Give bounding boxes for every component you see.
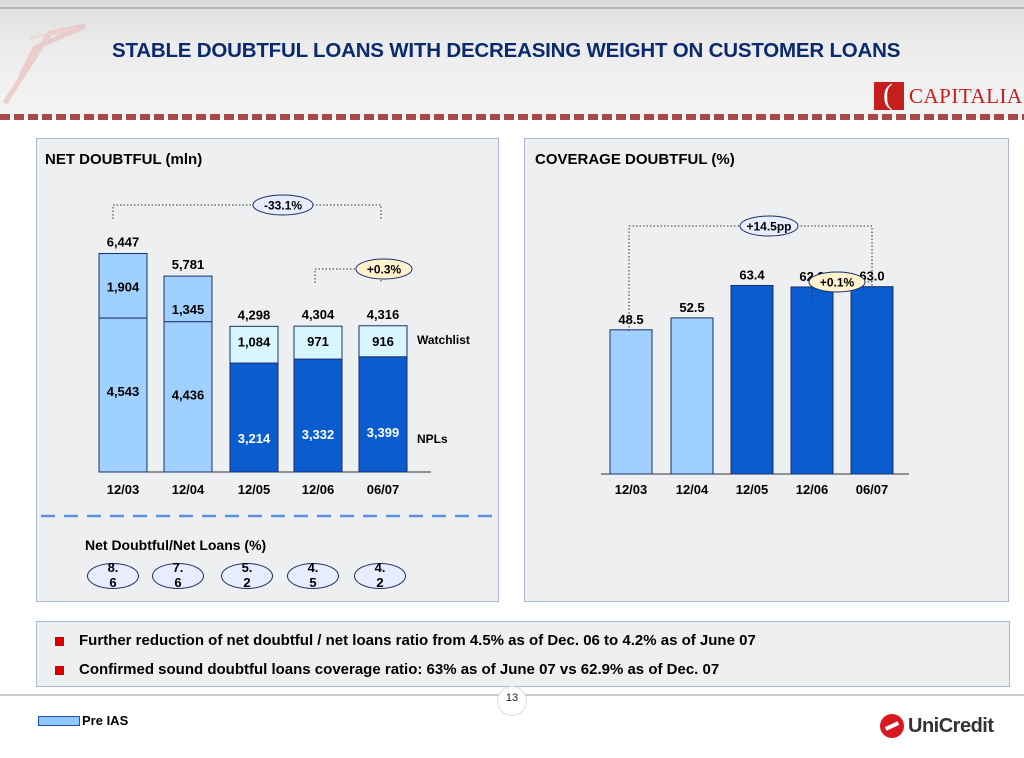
series-label-watchlist: Watchlist bbox=[417, 333, 470, 347]
net-doubtful-chart: 4,543 1,904 6,447 12/03 4,436 1,345 5,781 12/04… bbox=[41, 194, 497, 518]
ratio-value-top: 4. bbox=[374, 560, 386, 575]
bullet-text-1: Further reduction of net doubtful / net … bbox=[79, 632, 756, 649]
coverage-value-12/04: 52.5 bbox=[679, 300, 704, 315]
watchlist-bar-12/04 bbox=[163, 275, 213, 323]
npl-bar-06/07 bbox=[358, 356, 408, 473]
annotation-badge-last bbox=[355, 258, 413, 280]
watchlist-bar-06/07 bbox=[358, 325, 408, 358]
annotation-bracket-total bbox=[112, 204, 382, 219]
coverage-bar-12/05 bbox=[730, 284, 774, 475]
capitalia-brand-text: CAPITALIA bbox=[909, 84, 1023, 108]
coverage-bar-12/04 bbox=[670, 317, 714, 475]
arrow-logo-icon bbox=[2, 23, 87, 105]
annotation-badge-total bbox=[252, 194, 314, 216]
x-tick-06/07: 06/07 bbox=[856, 482, 889, 497]
npl-bar-12/04 bbox=[163, 321, 213, 473]
header: STABLE DOUBTFUL LOANS WITH DECREASING WE… bbox=[0, 0, 1024, 120]
total-value-12/06: 4,304 bbox=[302, 307, 335, 322]
bullet-marker-2 bbox=[55, 666, 64, 675]
ratio-badge: 4. 5 bbox=[287, 560, 339, 590]
bullet-marker-1 bbox=[55, 637, 64, 646]
npl-bar-12/03 bbox=[98, 317, 148, 473]
header-rule bbox=[0, 7, 1024, 9]
ratio-value-bottom: 2 bbox=[243, 575, 251, 590]
coverage-doubtful-panel: COVERAGE DOUBTFUL (%) 48.5 12/03 52.5 12/04… bbox=[524, 138, 1009, 602]
header-dash-strip bbox=[0, 114, 1024, 120]
ratio-badge: 4. 2 bbox=[354, 560, 406, 590]
annotation-text-total: +14.5pp bbox=[746, 220, 791, 234]
npl-value-12/05: 3,214 bbox=[238, 431, 271, 446]
watchlist-bar-12/03 bbox=[98, 253, 148, 319]
ratio-value-bottom: 2 bbox=[376, 575, 384, 590]
total-value-12/05: 4,298 bbox=[238, 307, 271, 322]
coverage-value-12/03: 48.5 bbox=[618, 312, 643, 327]
x-tick-12/03: 12/03 bbox=[615, 482, 648, 497]
page-number: 13 bbox=[505, 692, 519, 704]
ratio-value-bottom: 6 bbox=[109, 575, 117, 590]
capitalia-logo: ( CAPITALIA bbox=[874, 78, 1024, 112]
npl-bar-12/05 bbox=[229, 362, 279, 473]
bullet-text-2: Confirmed sound doubtful loans coverage … bbox=[79, 661, 720, 678]
ratio-badge: 5. 2 bbox=[221, 560, 273, 590]
legend-label-pre-ias: Pre IAS bbox=[82, 713, 129, 728]
ratio-value-top: 4. bbox=[307, 560, 319, 575]
ratio-badge: 7. 6 bbox=[152, 560, 204, 590]
annotation-badge-total bbox=[739, 215, 799, 237]
watchlist-bar-12/06 bbox=[293, 325, 343, 360]
coverage-value-12/05: 63.4 bbox=[739, 267, 765, 282]
ratio-value-top: 8. bbox=[107, 560, 119, 575]
total-value-12/04: 5,781 bbox=[172, 257, 205, 272]
npl-value-06/07: 3,399 bbox=[367, 425, 400, 440]
ratio-value-bottom: 6 bbox=[174, 575, 182, 590]
x-tick-12/05: 12/05 bbox=[736, 482, 769, 497]
net-doubtful-panel: NET DOUBTFUL (mln) 4,543 1,904 6,447 12/03 4… bbox=[36, 138, 499, 602]
unicredit-mark-icon bbox=[880, 714, 904, 738]
page-title: STABLE DOUBTFUL LOANS WITH DECREASING WE… bbox=[112, 39, 901, 62]
coverage-value-06/07: 63.0 bbox=[859, 269, 884, 284]
x-tick-12/03: 12/03 bbox=[107, 482, 140, 497]
watchlist-value-12/03: 1,904 bbox=[107, 280, 140, 295]
series-label-npls: NPLs bbox=[417, 432, 448, 446]
watchlist-value-12/04: 1,345 bbox=[172, 302, 205, 317]
npl-value-12/06: 3,332 bbox=[302, 427, 335, 442]
capitalia-mark-icon: ( bbox=[874, 78, 904, 111]
ratio-title: Net Doubtful/Net Loans (%) bbox=[85, 537, 267, 553]
coverage-doubtful-title: COVERAGE DOUBTFUL (%) bbox=[535, 151, 735, 168]
ratio-value-top: 5. bbox=[241, 560, 253, 575]
npl-value-12/04: 4,436 bbox=[172, 388, 205, 403]
npl-bar-12/06 bbox=[293, 358, 343, 473]
page-number-badge: 13 bbox=[497, 686, 527, 716]
unicredit-brand-text: UniCredit bbox=[908, 715, 994, 737]
x-tick-12/05: 12/05 bbox=[238, 482, 271, 497]
total-value-06/07: 4,316 bbox=[367, 307, 400, 322]
x-tick-12/04: 12/04 bbox=[676, 482, 709, 497]
watchlist-bar-12/05 bbox=[229, 325, 279, 364]
ratio-value-top: 7. bbox=[172, 560, 184, 575]
watchlist-value-06/07: 916 bbox=[372, 334, 394, 349]
annotation-bracket-last bbox=[314, 268, 382, 283]
annotation-badge-last bbox=[808, 271, 866, 293]
coverage-bar-12/03 bbox=[609, 329, 653, 475]
unicredit-logo: UniCredit bbox=[880, 712, 1010, 742]
coverage-bar-12/06 bbox=[790, 286, 834, 475]
ratio-value-bottom: 5 bbox=[309, 575, 317, 590]
ratio-badge: 8. 6 bbox=[87, 560, 139, 590]
coverage-bar-06/07 bbox=[850, 286, 894, 475]
annotation-text-last: +0.1% bbox=[820, 276, 855, 290]
annotation-bracket-total bbox=[628, 225, 873, 331]
net-doubtful-title: NET DOUBTFUL (mln) bbox=[45, 151, 203, 168]
total-value-12/03: 6,447 bbox=[107, 235, 140, 250]
watchlist-value-12/06: 971 bbox=[307, 334, 329, 349]
x-tick-12/04: 12/04 bbox=[172, 482, 205, 497]
summary-panel: Further reduction of net doubtful / net … bbox=[36, 621, 1010, 687]
x-tick-12/06: 12/06 bbox=[302, 482, 335, 497]
x-tick-06/07: 06/07 bbox=[367, 482, 400, 497]
annotation-text-total: -33.1% bbox=[264, 199, 302, 213]
watchlist-value-12/05: 1,084 bbox=[238, 334, 271, 349]
legend-swatch-pre-ias bbox=[38, 716, 80, 726]
coverage-doubtful-chart: 48.512/0352.512/0463.412/0562.912/0663.0… bbox=[601, 215, 909, 497]
npl-value-12/03: 4,543 bbox=[107, 384, 140, 399]
x-tick-12/06: 12/06 bbox=[796, 482, 829, 497]
annotation-text-last: +0.3% bbox=[367, 263, 402, 277]
